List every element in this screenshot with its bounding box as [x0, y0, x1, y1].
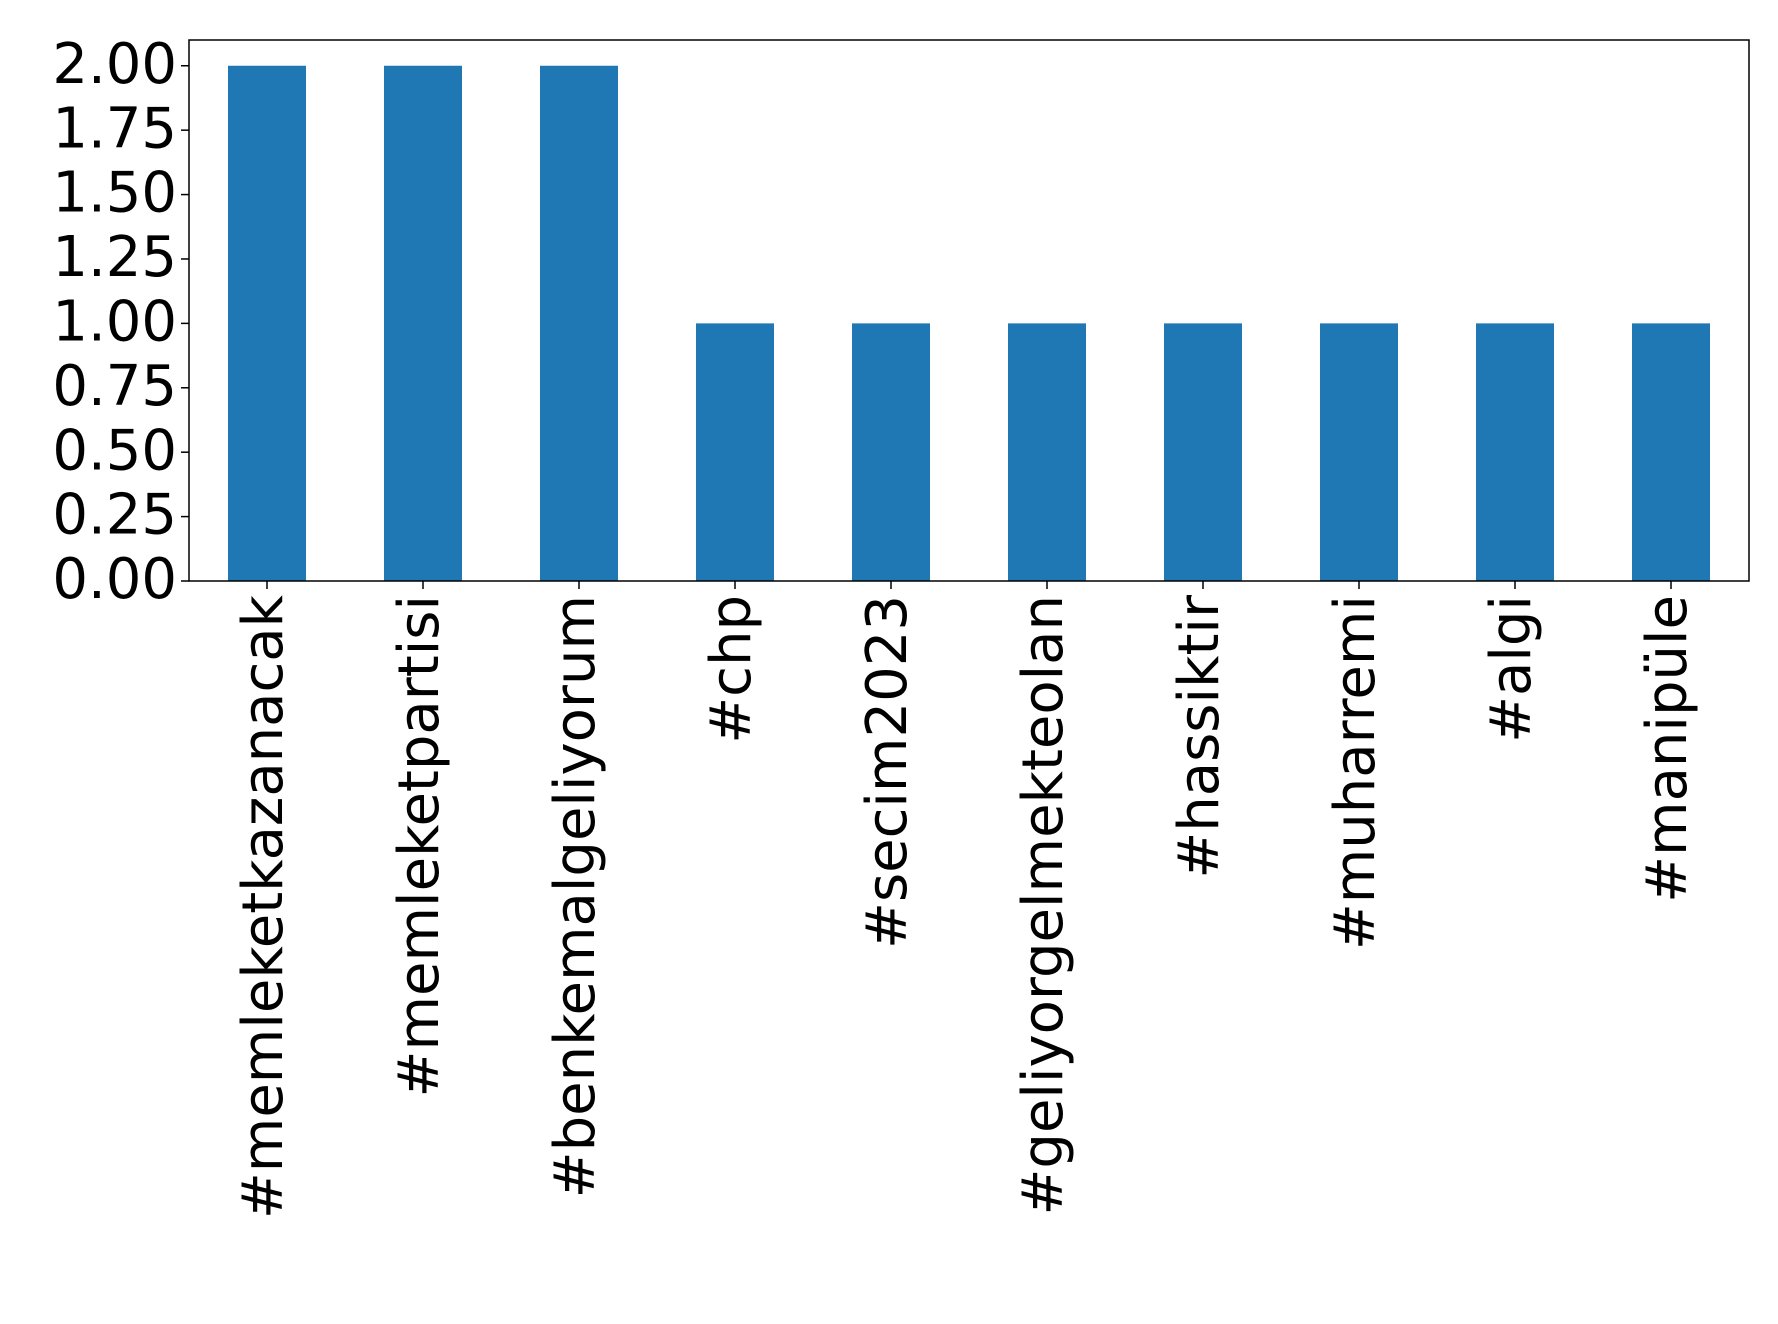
- bar: [1320, 323, 1398, 581]
- x-tick-label: #benkemalgeliyorum: [543, 595, 608, 1198]
- x-tick-label: #chp: [699, 595, 764, 744]
- bar: [1008, 323, 1086, 581]
- bar: [852, 323, 930, 581]
- bar: [696, 323, 774, 581]
- y-tick-label: 0.50: [52, 418, 177, 483]
- y-tick-label: 0.75: [52, 354, 177, 419]
- x-tick-label: #memleketkazanacak: [231, 594, 296, 1219]
- bar: [384, 65, 462, 581]
- bar: [1164, 323, 1242, 581]
- x-tick-label: #secim2023: [855, 595, 920, 949]
- y-tick-label: 1.50: [52, 161, 177, 226]
- y-tick-label: 2.00: [52, 32, 177, 97]
- bar: [1476, 323, 1554, 581]
- bar: [1632, 323, 1710, 581]
- x-tick-label: #manipüle: [1635, 595, 1700, 903]
- x-tick-label: #algi: [1479, 595, 1544, 743]
- y-tick-label: 0.25: [52, 483, 177, 548]
- y-tick-label: 0.00: [52, 547, 177, 612]
- plot-frame: [188, 39, 1750, 582]
- y-tick-label: 1.00: [52, 290, 177, 355]
- x-tick-label: #hassiktir: [1167, 594, 1232, 879]
- x-tick-label: #muharremi: [1323, 595, 1388, 950]
- y-tick-label: 1.75: [52, 96, 177, 161]
- bar: [540, 65, 618, 581]
- bar: [228, 65, 306, 581]
- x-tick-label: #memleketpartisi: [387, 595, 452, 1097]
- x-tick-label: #geliyorgelmekteolan: [1011, 595, 1076, 1216]
- y-tick-label: 1.25: [52, 225, 177, 290]
